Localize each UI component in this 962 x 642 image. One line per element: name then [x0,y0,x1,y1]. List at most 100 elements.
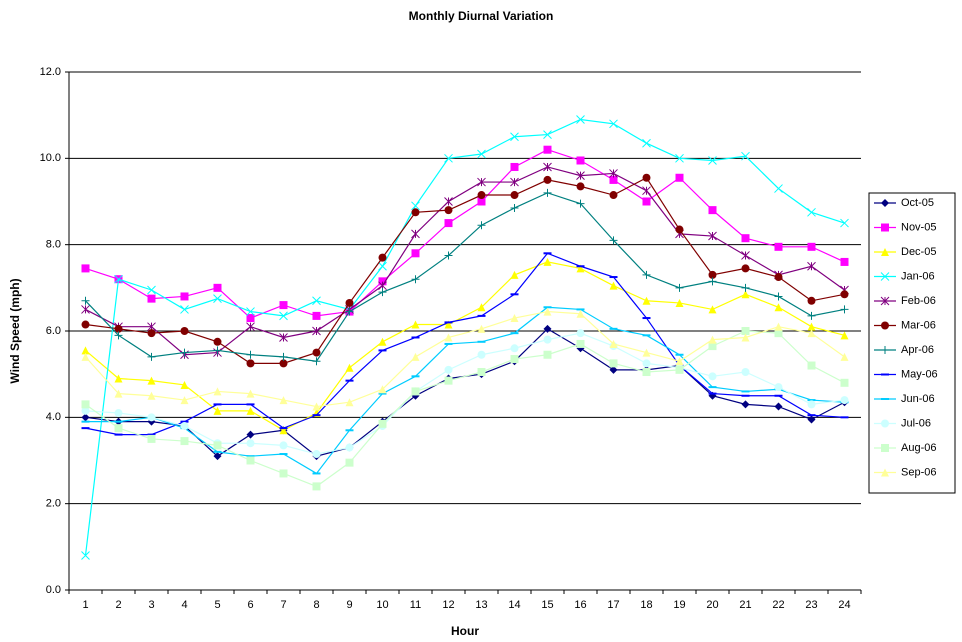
marker [510,191,519,200]
marker [312,450,321,459]
marker [576,309,585,318]
legend-marker [881,468,889,477]
marker [180,396,189,405]
marker [807,415,816,424]
marker [477,368,486,377]
marker [774,329,783,338]
marker [180,421,189,430]
marker [741,151,750,161]
series [81,162,849,360]
marker [840,257,849,266]
x-tick-label: 5 [214,599,220,611]
marker [807,311,816,320]
marker [741,327,750,335]
marker [741,400,750,409]
marker [213,346,222,355]
series-line [85,328,845,457]
marker [312,296,321,306]
marker [576,171,585,180]
y-tick-label: 2.0 [46,498,61,510]
legend-label: Jan-06 [901,270,935,282]
marker [246,406,255,415]
marker [543,145,552,154]
marker [708,231,717,241]
marker [708,277,717,286]
marker [675,173,684,182]
marker [411,387,420,396]
series-line [85,310,845,408]
marker [609,191,618,200]
marker [543,307,552,316]
series [81,115,849,560]
legend-marker [881,199,889,207]
y-tick-label: 10.0 [40,152,61,164]
marker [246,359,255,368]
legend-label: May-06 [901,368,938,380]
legend-marker [881,444,889,452]
marker [213,337,222,346]
marker [81,400,90,409]
marker [675,298,684,307]
marker [246,350,255,359]
series-line [85,192,845,362]
marker [807,361,816,370]
marker [444,219,453,228]
marker [543,188,552,197]
series [81,327,849,491]
marker [444,365,453,374]
marker [444,333,453,342]
marker [147,352,156,361]
marker [741,234,750,243]
marker [213,441,222,450]
marker [246,389,255,398]
marker [81,413,90,422]
marker [477,221,486,230]
marker [576,264,585,273]
marker [741,283,750,292]
marker [147,434,156,443]
marker [246,456,255,465]
marker [213,283,222,292]
series [81,324,849,461]
marker [378,419,387,428]
x-tick-label: 23 [805,599,817,611]
legend-label: Nov-05 [901,221,936,233]
marker [213,294,222,303]
marker [180,292,189,301]
marker [774,273,783,282]
marker [279,426,288,435]
marker [708,270,717,279]
marker [543,175,552,184]
x-tick-label: 11 [410,599,421,611]
marker [774,292,783,301]
marker [114,274,123,284]
marker [609,365,618,374]
marker [444,197,453,206]
series-line [85,176,845,364]
marker [642,186,651,196]
series-line [85,332,845,455]
marker [180,305,189,314]
series-line [85,330,845,488]
marker [312,348,321,357]
marker [81,346,90,355]
marker [312,311,321,320]
marker [642,348,651,357]
marker [543,257,552,266]
marker [708,342,717,351]
marker [840,290,849,299]
marker [411,208,420,217]
marker [675,283,684,292]
marker [774,402,783,411]
legend-label: Sep-06 [901,466,936,478]
marker [807,400,816,409]
marker [279,441,288,450]
series [81,252,849,436]
x-axis-label: Hour [451,624,479,638]
marker [840,305,849,314]
marker [246,322,255,332]
marker [543,335,552,344]
marker [642,197,651,206]
marker [246,430,255,439]
marker [345,398,354,407]
